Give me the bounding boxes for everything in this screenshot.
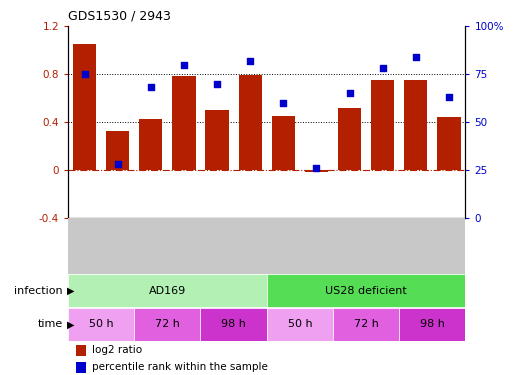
Bar — [272, 116, 295, 170]
Text: GSM71839: GSM71839 — [246, 220, 255, 270]
Point — [279, 100, 288, 106]
FancyBboxPatch shape — [399, 308, 465, 340]
Bar — [404, 80, 427, 170]
Point — [113, 161, 122, 167]
Bar — [338, 108, 361, 170]
Text: log2 ratio: log2 ratio — [92, 345, 142, 355]
Text: GSM71846: GSM71846 — [312, 220, 321, 269]
Text: AD169: AD169 — [149, 286, 186, 296]
Text: percentile rank within the sample: percentile rank within the sample — [92, 362, 268, 372]
FancyBboxPatch shape — [267, 274, 465, 307]
Text: GSM71845: GSM71845 — [411, 220, 420, 269]
FancyBboxPatch shape — [267, 308, 333, 340]
Bar — [371, 80, 394, 170]
Text: GSM71841: GSM71841 — [113, 220, 122, 269]
FancyBboxPatch shape — [134, 308, 200, 340]
Point — [345, 90, 354, 96]
Point — [445, 94, 453, 100]
Bar — [238, 75, 262, 170]
Point — [81, 71, 89, 77]
Text: GSM71844: GSM71844 — [179, 220, 188, 269]
Text: GSM71838: GSM71838 — [212, 220, 222, 270]
Bar — [76, 345, 86, 356]
Bar — [437, 117, 461, 170]
Text: time: time — [38, 320, 63, 329]
Point — [379, 65, 387, 71]
Point — [213, 81, 221, 87]
Bar — [106, 132, 129, 170]
Text: GSM71843: GSM71843 — [279, 220, 288, 269]
Text: GSM71842: GSM71842 — [378, 220, 387, 269]
Bar — [173, 76, 196, 170]
FancyBboxPatch shape — [333, 308, 399, 340]
Text: 98 h: 98 h — [221, 320, 246, 329]
Text: ▶: ▶ — [67, 320, 75, 329]
Text: 72 h: 72 h — [155, 320, 180, 329]
FancyBboxPatch shape — [200, 308, 267, 340]
Text: ▶: ▶ — [67, 286, 75, 296]
Text: GSM71837: GSM71837 — [80, 220, 89, 270]
Bar — [76, 362, 86, 374]
Point — [246, 58, 254, 64]
Bar — [139, 120, 162, 170]
Text: GSM71840: GSM71840 — [146, 220, 155, 269]
Point — [146, 84, 155, 90]
Point — [312, 165, 321, 171]
Text: GSM71836: GSM71836 — [345, 220, 354, 270]
Text: US28 deficient: US28 deficient — [325, 286, 407, 296]
FancyBboxPatch shape — [68, 308, 134, 340]
Bar — [206, 110, 229, 170]
Text: infection: infection — [14, 286, 63, 296]
Text: GDS1530 / 2943: GDS1530 / 2943 — [68, 9, 171, 22]
Bar — [305, 170, 328, 172]
Text: 98 h: 98 h — [420, 320, 445, 329]
Point — [180, 62, 188, 68]
Text: 50 h: 50 h — [89, 320, 113, 329]
Bar — [73, 44, 96, 170]
Text: 50 h: 50 h — [288, 320, 312, 329]
Text: GSM71847: GSM71847 — [445, 220, 453, 269]
FancyBboxPatch shape — [68, 274, 267, 307]
Text: 72 h: 72 h — [354, 320, 379, 329]
Point — [412, 54, 420, 60]
